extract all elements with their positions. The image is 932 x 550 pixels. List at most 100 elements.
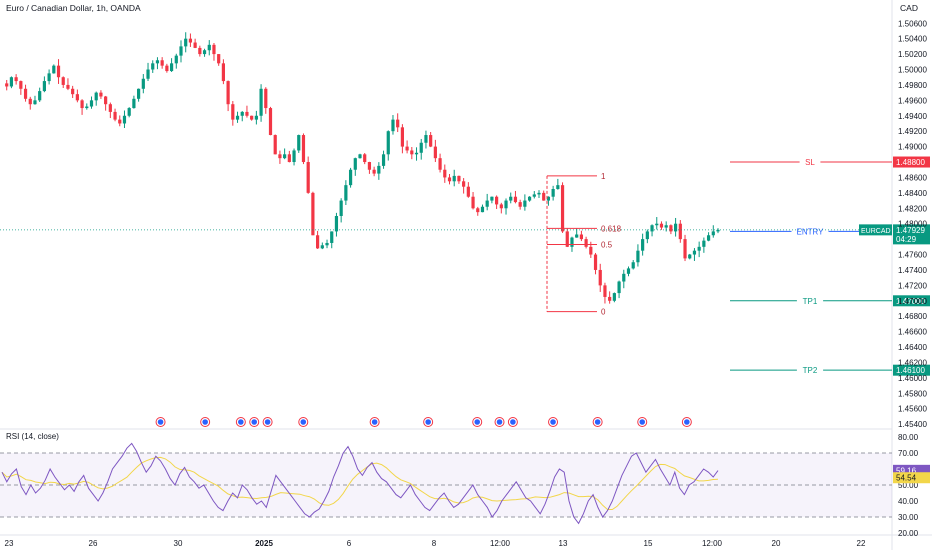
candle-body	[706, 235, 711, 241]
rsi-pane[interactable]: 80.0070.0060.0050.0040.0030.0020.0059.16…	[0, 433, 930, 538]
candle-body	[28, 98, 32, 105]
candle-body	[38, 91, 42, 101]
candle	[367, 161, 372, 174]
price-axis[interactable]: 1.50600 1.50400 1.50200 1.50000 1.49800 1.496…	[898, 19, 927, 429]
time-tick-label: 8	[432, 539, 437, 548]
candle-body	[311, 192, 315, 236]
price-tick-label: 1.49400	[898, 112, 927, 121]
price-tick-label: 1.49000	[898, 143, 927, 152]
candle-body	[523, 200, 527, 207]
rsi-line	[1, 442, 719, 525]
candle-body	[80, 100, 84, 109]
candle-body	[570, 237, 574, 247]
level-label-bg	[796, 365, 824, 376]
candle	[593, 252, 598, 275]
symbol-tag-label: EURCAD	[861, 228, 891, 235]
rsi-ma-tag	[893, 472, 930, 484]
candle	[141, 74, 145, 94]
candle-body	[217, 54, 221, 64]
candle-body	[89, 100, 94, 107]
candle-body	[485, 200, 489, 207]
candle-body	[608, 296, 612, 301]
candle-body	[556, 185, 560, 190]
candle	[655, 217, 659, 230]
candle-body	[471, 196, 475, 209]
candle	[447, 173, 452, 185]
candle	[283, 148, 287, 160]
candle-body	[702, 240, 706, 247]
price-tick-label: 1.45400	[898, 420, 927, 429]
candle	[603, 282, 607, 304]
candle-body	[184, 38, 188, 47]
candle-body	[631, 262, 635, 269]
trade-levels[interactable]: SL1.48800ENTRY1.47900TP11.47000TP21.4610…	[0, 156, 930, 376]
candle	[311, 191, 315, 236]
candle-body	[659, 223, 664, 228]
candle-body	[320, 245, 324, 249]
price-tick-label: 1.48400	[898, 189, 927, 198]
candle	[5, 79, 9, 91]
candle-body	[207, 44, 211, 51]
price-tick-label: 1.45600	[898, 405, 927, 414]
rsi-tick-label: 40.00	[898, 497, 919, 506]
price-candles[interactable]	[5, 32, 720, 304]
candle-body	[297, 135, 301, 151]
level-price-label: 1.48800	[896, 158, 925, 167]
symbol-tag	[859, 224, 892, 236]
time-axis[interactable]: 23 26 30 2025 6 8 12:00 13 15 12:00 20 22	[5, 539, 866, 548]
candle	[527, 196, 532, 202]
candle	[193, 38, 197, 49]
rsi-tick-label: 80.00	[898, 433, 919, 442]
candle-body	[353, 158, 357, 170]
level-price-label: 1.46100	[896, 366, 925, 375]
candle-body	[273, 135, 277, 155]
candle	[198, 45, 202, 57]
candle	[122, 110, 127, 129]
price-tick-label: 1.48200	[898, 204, 927, 213]
candle-body	[122, 115, 127, 124]
time-tick-label: 30	[174, 539, 183, 548]
event-marker-dot	[550, 419, 556, 425]
candle-body	[94, 92, 98, 101]
candle-body	[443, 169, 447, 178]
candle-body	[565, 231, 569, 247]
candle	[480, 204, 485, 213]
candle	[160, 57, 164, 69]
candle-body	[264, 88, 268, 109]
candle-body	[476, 208, 480, 213]
level-label-sl: SL	[805, 158, 815, 167]
candle	[358, 153, 362, 159]
event-marker	[507, 417, 518, 427]
candle	[556, 178, 560, 190]
candle-body	[419, 142, 423, 153]
candle	[132, 95, 136, 109]
candle-body	[367, 162, 372, 170]
candle	[532, 191, 536, 199]
candle	[542, 190, 546, 201]
candle-body	[593, 254, 598, 270]
rsi-value-label: 59.16	[896, 466, 917, 475]
fibonacci-retracement[interactable]: 1 0.618 0.5 0	[546, 172, 622, 317]
candle	[301, 133, 306, 165]
event-marker-dot	[251, 419, 258, 425]
price-tick-label: 1.49800	[898, 81, 927, 90]
candle-body	[617, 281, 621, 294]
price-tick-label: 1.50400	[898, 35, 927, 44]
candle	[466, 182, 470, 198]
candle-body	[499, 204, 503, 209]
candle	[386, 130, 390, 161]
candle	[645, 229, 649, 244]
candle-body	[410, 150, 414, 155]
candle	[316, 230, 320, 249]
candle-body	[674, 223, 678, 232]
candle	[513, 190, 518, 204]
candle-body	[504, 200, 508, 209]
candle	[202, 48, 207, 57]
current-price-label: 1.47929	[896, 226, 925, 235]
candle-body	[542, 192, 546, 201]
candle	[188, 33, 193, 47]
time-tick-label: 22	[857, 539, 866, 548]
candle	[414, 147, 419, 161]
event-markers[interactable]	[155, 417, 692, 427]
